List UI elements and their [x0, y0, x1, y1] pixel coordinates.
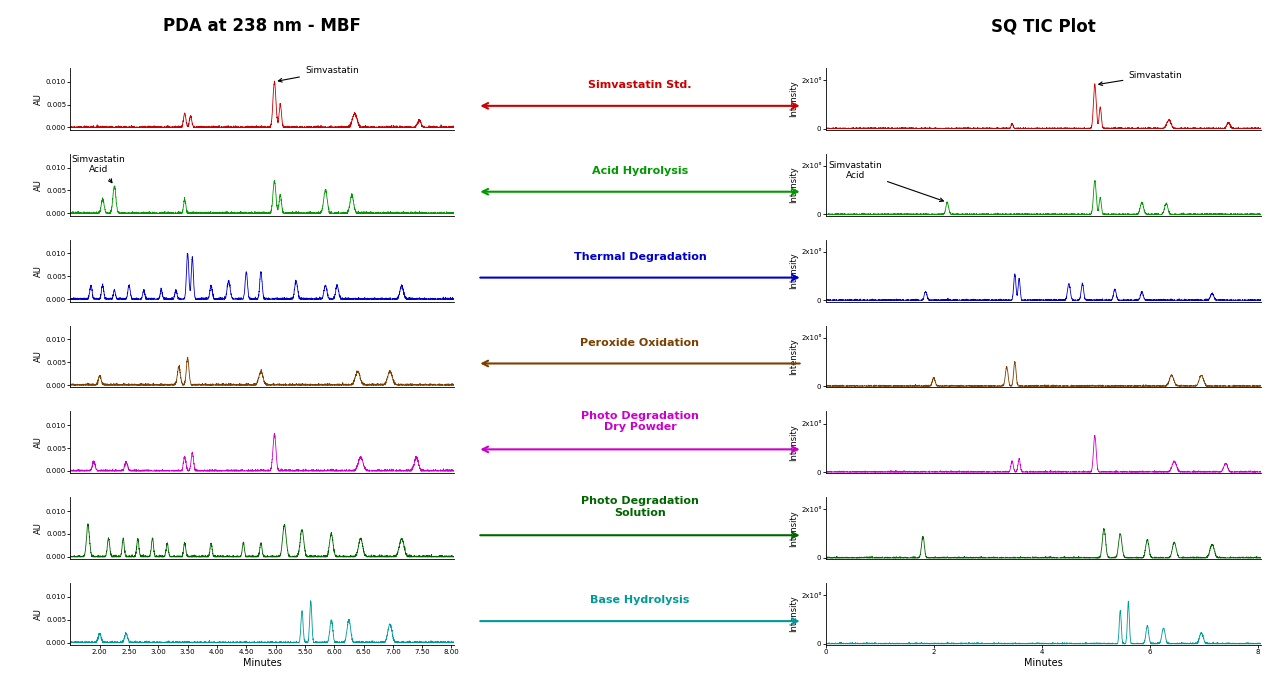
Text: Simvastatin
Acid: Simvastatin Acid: [72, 154, 125, 182]
Y-axis label: Intensity: Intensity: [790, 424, 799, 461]
Text: Thermal Degradation: Thermal Degradation: [573, 252, 707, 261]
Y-axis label: AU: AU: [35, 522, 44, 534]
X-axis label: Minutes: Minutes: [243, 658, 282, 668]
Text: PDA at 238 nm - MBF: PDA at 238 nm - MBF: [164, 17, 361, 36]
Text: Simvastatin: Simvastatin: [278, 66, 358, 82]
Text: Simvastatin: Simvastatin: [1098, 71, 1183, 85]
Y-axis label: AU: AU: [35, 265, 44, 277]
Y-axis label: Intensity: Intensity: [790, 80, 799, 117]
Y-axis label: Intensity: Intensity: [790, 166, 799, 203]
Y-axis label: Intensity: Intensity: [790, 596, 799, 633]
Text: SQ TIC Plot: SQ TIC Plot: [991, 17, 1096, 36]
Y-axis label: Intensity: Intensity: [790, 510, 799, 547]
Y-axis label: AU: AU: [35, 93, 44, 105]
Text: Photo Degradation
Solution: Photo Degradation Solution: [581, 496, 699, 518]
Text: Simvastatin Std.: Simvastatin Std.: [589, 80, 691, 90]
Y-axis label: Intensity: Intensity: [790, 338, 799, 375]
X-axis label: Minutes: Minutes: [1024, 658, 1062, 668]
Text: Peroxide Oxidation: Peroxide Oxidation: [581, 338, 699, 347]
Y-axis label: AU: AU: [35, 179, 44, 191]
Text: Photo Degradation
Dry Powder: Photo Degradation Dry Powder: [581, 410, 699, 432]
Text: Base Hydrolysis: Base Hydrolysis: [590, 595, 690, 605]
Y-axis label: AU: AU: [35, 351, 44, 362]
Text: Simvastatin
Acid: Simvastatin Acid: [828, 161, 943, 201]
Y-axis label: AU: AU: [35, 436, 44, 448]
Text: Acid Hydrolysis: Acid Hydrolysis: [591, 166, 689, 175]
Y-axis label: Intensity: Intensity: [790, 252, 799, 289]
Y-axis label: AU: AU: [35, 608, 44, 620]
